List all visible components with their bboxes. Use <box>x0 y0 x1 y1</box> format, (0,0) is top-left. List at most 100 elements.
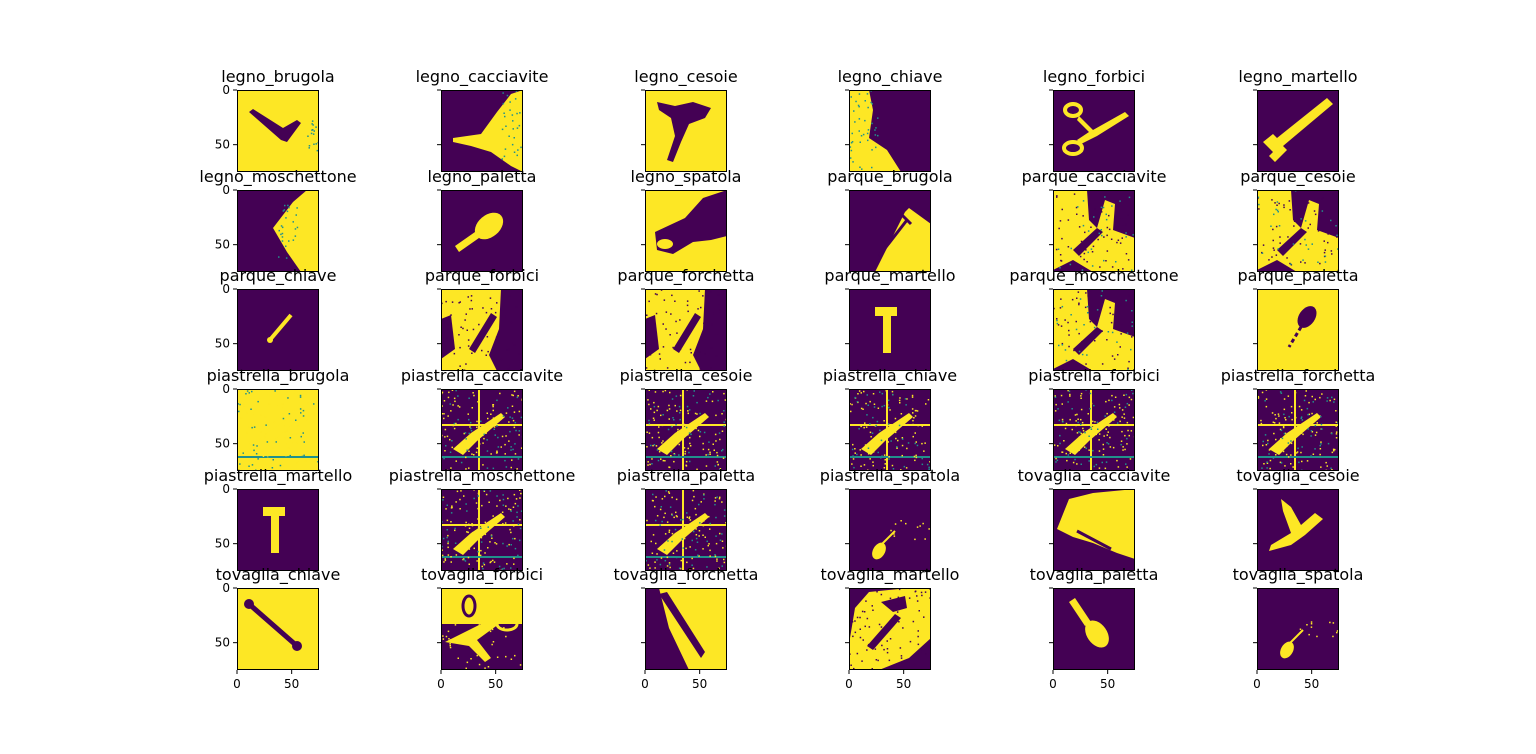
speckle <box>1102 296 1104 298</box>
speckle <box>713 312 715 315</box>
speckle <box>476 447 478 449</box>
speckle <box>510 531 512 534</box>
speckle <box>661 498 664 500</box>
speckle <box>668 529 671 532</box>
scissor-ring <box>461 594 477 618</box>
speckle <box>921 594 923 597</box>
speckle <box>455 422 457 425</box>
speckle <box>881 455 883 457</box>
speckle <box>1071 428 1073 431</box>
speckle <box>472 328 475 331</box>
speckle <box>723 410 725 412</box>
speckle <box>699 435 701 438</box>
speckle <box>646 519 648 522</box>
speckle <box>928 468 930 470</box>
speckle <box>1120 333 1122 335</box>
speckle <box>289 437 292 439</box>
speckle <box>702 295 704 297</box>
x-tick-label: 50 <box>284 677 299 691</box>
speckle <box>494 542 496 544</box>
speckle <box>1302 259 1304 261</box>
speckle <box>238 410 240 413</box>
speckle <box>912 412 914 414</box>
speckle <box>500 446 502 448</box>
speckle <box>1308 401 1310 404</box>
speckle <box>468 527 471 529</box>
speckle <box>296 207 298 209</box>
speckle <box>282 417 285 420</box>
speckle <box>1106 250 1109 252</box>
speckle <box>447 336 449 338</box>
speckle <box>505 412 508 414</box>
speckle <box>688 432 691 434</box>
speckle <box>483 489 485 492</box>
speckle <box>311 123 313 125</box>
speckle <box>682 518 684 521</box>
speckle <box>513 151 516 153</box>
speckle <box>709 522 711 525</box>
speckle <box>1314 424 1317 427</box>
speckle <box>490 413 492 415</box>
speckle <box>1275 225 1278 228</box>
speckle <box>1069 393 1071 396</box>
speckle <box>1292 243 1295 245</box>
speckle <box>1090 248 1093 250</box>
speckle <box>447 328 449 330</box>
speckle <box>673 453 676 455</box>
speckle <box>688 451 690 454</box>
speckle <box>663 516 665 519</box>
object-stroke <box>895 208 913 226</box>
speckle <box>1287 442 1290 444</box>
speckle <box>1065 452 1067 455</box>
speckle <box>267 457 269 460</box>
speckle <box>456 424 459 426</box>
speckle <box>676 515 678 518</box>
speckle <box>487 417 489 420</box>
speckle <box>507 368 510 370</box>
speckle <box>310 418 312 421</box>
speckle <box>503 567 505 570</box>
speckle <box>888 406 890 409</box>
speckle <box>912 435 914 438</box>
speckle <box>900 469 902 471</box>
speckle <box>693 390 695 392</box>
speckle <box>665 311 668 313</box>
speckle <box>459 365 461 367</box>
speckle <box>1297 426 1300 429</box>
speckle <box>489 297 492 299</box>
speckle <box>285 257 288 259</box>
speckle <box>1108 425 1110 427</box>
speckle <box>519 539 521 542</box>
speckle <box>1278 225 1281 227</box>
speckle <box>858 428 860 430</box>
speckle <box>490 453 492 455</box>
speckle <box>916 410 919 412</box>
speckle <box>1307 428 1309 430</box>
object-shape <box>247 602 299 648</box>
subplot-title: parque_chiave <box>220 266 337 286</box>
object-handle <box>1288 629 1304 645</box>
speckle <box>443 400 446 402</box>
speckle <box>1334 448 1336 451</box>
speckle <box>715 516 717 519</box>
speckle <box>675 511 677 514</box>
speckle <box>491 628 494 631</box>
speckle <box>707 453 709 456</box>
speckle <box>696 413 698 415</box>
speckle <box>1271 412 1274 414</box>
speckle <box>1089 320 1092 323</box>
speckle <box>723 297 726 299</box>
speckle <box>852 458 855 460</box>
speckle <box>1132 234 1134 236</box>
speckle <box>1124 406 1127 408</box>
speckle <box>1331 396 1333 399</box>
speckle <box>698 290 700 292</box>
speckle <box>478 323 480 326</box>
speckle <box>1117 466 1120 468</box>
speckle <box>703 520 705 522</box>
speckle <box>296 433 299 435</box>
speckle <box>1076 463 1078 465</box>
speckle <box>668 562 671 564</box>
subplot-title: legno_martello <box>1238 67 1357 87</box>
speckle <box>688 516 691 518</box>
